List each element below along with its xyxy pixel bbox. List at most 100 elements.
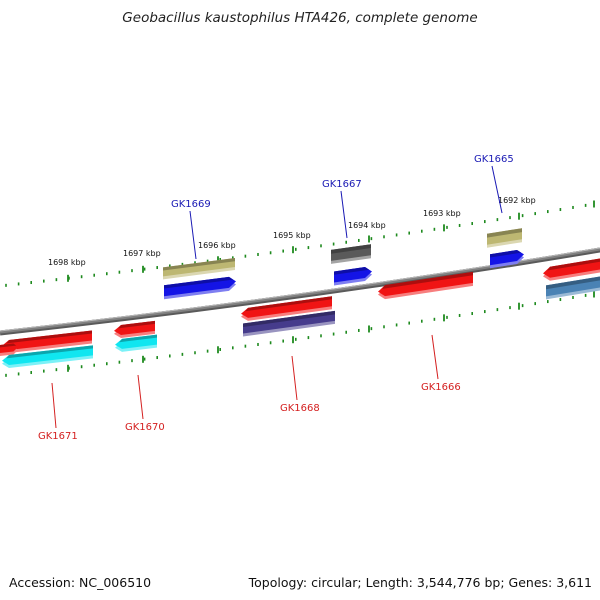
upper-ruler-dot <box>55 278 58 282</box>
gene-GK1667-gray <box>331 244 371 264</box>
lower-ruler-dot <box>408 321 410 325</box>
upper-ruler-dot <box>131 269 133 273</box>
gene-right-steel <box>546 276 600 300</box>
upper-ruler-dot <box>484 220 486 224</box>
lower-ruler-dot <box>496 308 499 312</box>
upper-ruler-dot <box>433 227 436 231</box>
upper-ruler-dot <box>547 210 549 214</box>
upper-ruler-dot <box>383 235 385 239</box>
lower-ruler-dot <box>282 339 284 343</box>
upper-ruler-dot <box>496 218 499 222</box>
gene-label-GK1668: GK1668 <box>280 403 320 414</box>
lower-ruler-dot <box>572 295 574 299</box>
lower-ruler-dot <box>181 352 184 356</box>
gene-GK1670-red-face <box>118 320 155 329</box>
upper-ruler-dot <box>93 273 95 277</box>
upper-ruler-tick <box>443 224 445 232</box>
upper-ruler-dot <box>307 246 310 250</box>
upper-ruler-dot <box>80 275 83 279</box>
upper-ruler-dot <box>282 249 284 253</box>
lower-ruler-tick <box>67 364 69 372</box>
lower-ruler-dot <box>584 293 587 297</box>
gene-GK1668-red <box>241 296 332 321</box>
lower-ruler-dot <box>370 327 373 331</box>
upper-ruler-dot <box>534 212 536 216</box>
leader-line-GK1669 <box>189 210 197 260</box>
upper-ruler-dot <box>295 247 297 251</box>
upper-ruler-dot <box>584 203 587 207</box>
lower-ruler-dot <box>68 366 70 370</box>
scale-label: 1695 kbp <box>273 231 311 240</box>
gene-right-red-face <box>547 258 600 271</box>
upper-ruler-dot <box>206 259 209 263</box>
lower-ruler-dot <box>307 336 310 340</box>
gene-GK1669-blue <box>164 276 236 300</box>
gene-GK1667-blue-face <box>334 267 370 275</box>
leader-line-GK1665 <box>491 165 503 214</box>
upper-ruler-dot <box>345 240 347 244</box>
upper-ruler-dot <box>181 262 184 266</box>
scale-label: 1692 kbp <box>498 196 536 205</box>
gene-GK1671-red <box>2 330 93 354</box>
upper-ruler-dot <box>118 270 121 274</box>
lower-ruler-dot <box>358 328 360 332</box>
upper-ruler-dot <box>68 276 70 280</box>
gene-GK1668-purple <box>243 310 335 337</box>
lower-ruler-dot <box>257 342 259 346</box>
gene-GK1670-red <box>114 320 155 338</box>
leader-line-GK1668 <box>291 355 298 401</box>
upper-ruler-dot <box>43 279 45 283</box>
upper-ruler-dot <box>446 225 448 229</box>
lower-ruler-dot <box>345 330 347 334</box>
lower-ruler-dot <box>421 319 423 323</box>
gene-GK1669-blue-face <box>164 276 236 297</box>
lower-ruler-dot <box>219 347 221 351</box>
lower-ruler-dot <box>484 310 486 314</box>
lower-ruler-dot <box>395 323 398 327</box>
lower-ruler-tick <box>368 325 370 333</box>
lower-ruler-dot <box>93 363 95 367</box>
gene-GK1666-red-face <box>382 271 473 289</box>
upper-ruler-tick <box>217 256 219 264</box>
upper-ruler-dot <box>244 254 247 258</box>
upper-ruler-dot <box>559 208 562 212</box>
upper-ruler-dot <box>370 237 373 241</box>
lower-ruler-dot <box>383 325 385 329</box>
accession-text: Accession: NC_006510 <box>9 575 152 590</box>
gene-GK1665-blue-face <box>490 250 522 258</box>
upper-ruler-dot <box>156 266 158 270</box>
gene-GK1670-cyan <box>115 334 157 352</box>
upper-ruler-dot <box>219 257 221 261</box>
upper-ruler-dot <box>395 233 398 237</box>
gene-label-GK1666: GK1666 <box>421 382 461 393</box>
upper-ruler-dot <box>471 222 473 226</box>
upper-ruler-dot <box>421 229 423 233</box>
upper-ruler-dot <box>194 261 196 265</box>
lower-ruler-dot <box>17 372 20 376</box>
gene-partial-left-face <box>0 343 17 348</box>
gene-GK1667-blue <box>334 267 372 286</box>
gene-label-GK1667: GK1667 <box>322 179 362 190</box>
lower-ruler-tick <box>142 355 144 363</box>
upper-ruler-dot <box>5 283 7 287</box>
scale-label: 1693 kbp <box>423 209 461 218</box>
lower-ruler-dot <box>194 351 196 355</box>
scale-label: 1698 kbp <box>48 258 86 267</box>
upper-ruler-tick <box>368 235 370 243</box>
gene-label-GK1671: GK1671 <box>38 431 78 442</box>
gene-label-GK1669: GK1669 <box>171 199 211 210</box>
upper-ruler-dot <box>232 256 234 260</box>
leader-line-GK1667 <box>340 190 348 239</box>
lower-ruler-dot <box>433 317 436 321</box>
lower-ruler-dot <box>320 334 322 338</box>
upper-ruler-tick <box>593 200 595 208</box>
upper-ruler-dot <box>143 267 146 271</box>
gene-right-red <box>543 258 600 281</box>
upper-ruler-dot <box>106 272 108 276</box>
lower-ruler-dot <box>156 356 158 360</box>
lower-ruler-dot <box>143 357 146 361</box>
lower-ruler-dot <box>169 354 171 358</box>
upper-ruler-dot <box>320 244 322 248</box>
upper-ruler-dot <box>257 252 259 256</box>
